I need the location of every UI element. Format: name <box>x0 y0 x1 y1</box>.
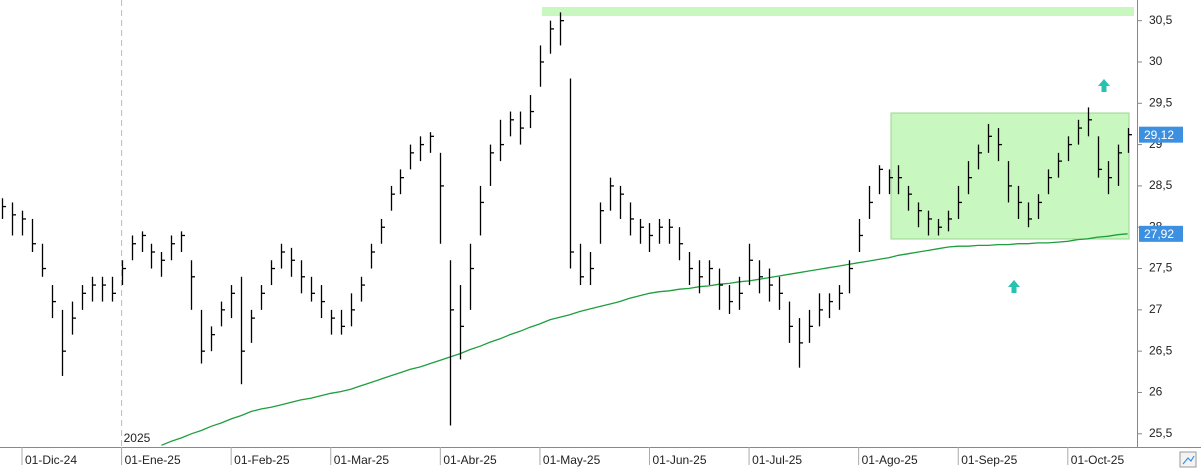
y-tick-label: 28,5 <box>1149 178 1173 192</box>
y-tick-label: 30,5 <box>1149 13 1173 27</box>
up-arrow <box>1098 79 1110 92</box>
corner-icon <box>1182 455 1195 465</box>
up-arrow <box>1008 280 1020 293</box>
x-tick-label: 01-Ago-25 <box>862 453 918 467</box>
ma-price-label: 27,92 <box>1144 227 1174 241</box>
x-tick-label: 01-Abr-25 <box>443 453 497 467</box>
resistance-band <box>542 7 1134 16</box>
x-tick-label: 01-Jul-25 <box>752 453 802 467</box>
y-tick-label: 27,5 <box>1149 261 1173 275</box>
x-tick-label: 01-Dic-24 <box>25 453 77 467</box>
y-tick-label: 26 <box>1149 385 1163 399</box>
y-tick-label: 25,5 <box>1149 426 1173 440</box>
x-tick-label: 01-Ene-25 <box>125 453 181 467</box>
y-tick-label: 27 <box>1149 302 1163 316</box>
x-tick-label: 01-May-25 <box>543 453 601 467</box>
ohlc-bars <box>1 12 1132 426</box>
x-tick-label: 01-Sep-25 <box>961 453 1017 467</box>
x-tick-label: 01-Mar-25 <box>334 453 390 467</box>
y-tick-label: 26,5 <box>1149 343 1173 357</box>
corner-button[interactable] <box>1179 451 1197 468</box>
y-tick-label: 30 <box>1149 54 1163 68</box>
x-tick-label: 01-Oct-25 <box>1071 453 1125 467</box>
y-tick-label: 29,5 <box>1149 95 1173 109</box>
year-label: 2025 <box>124 431 151 445</box>
last-price-label: 29,12 <box>1144 128 1174 142</box>
last-price-label-box <box>1139 126 1183 143</box>
moving-average <box>161 233 1128 446</box>
x-tick-label: 01-Jun-25 <box>652 453 706 467</box>
x-tick-label: 01-Feb-25 <box>234 453 290 467</box>
ma-price-label-box <box>1139 225 1183 242</box>
range-box <box>890 112 1130 240</box>
